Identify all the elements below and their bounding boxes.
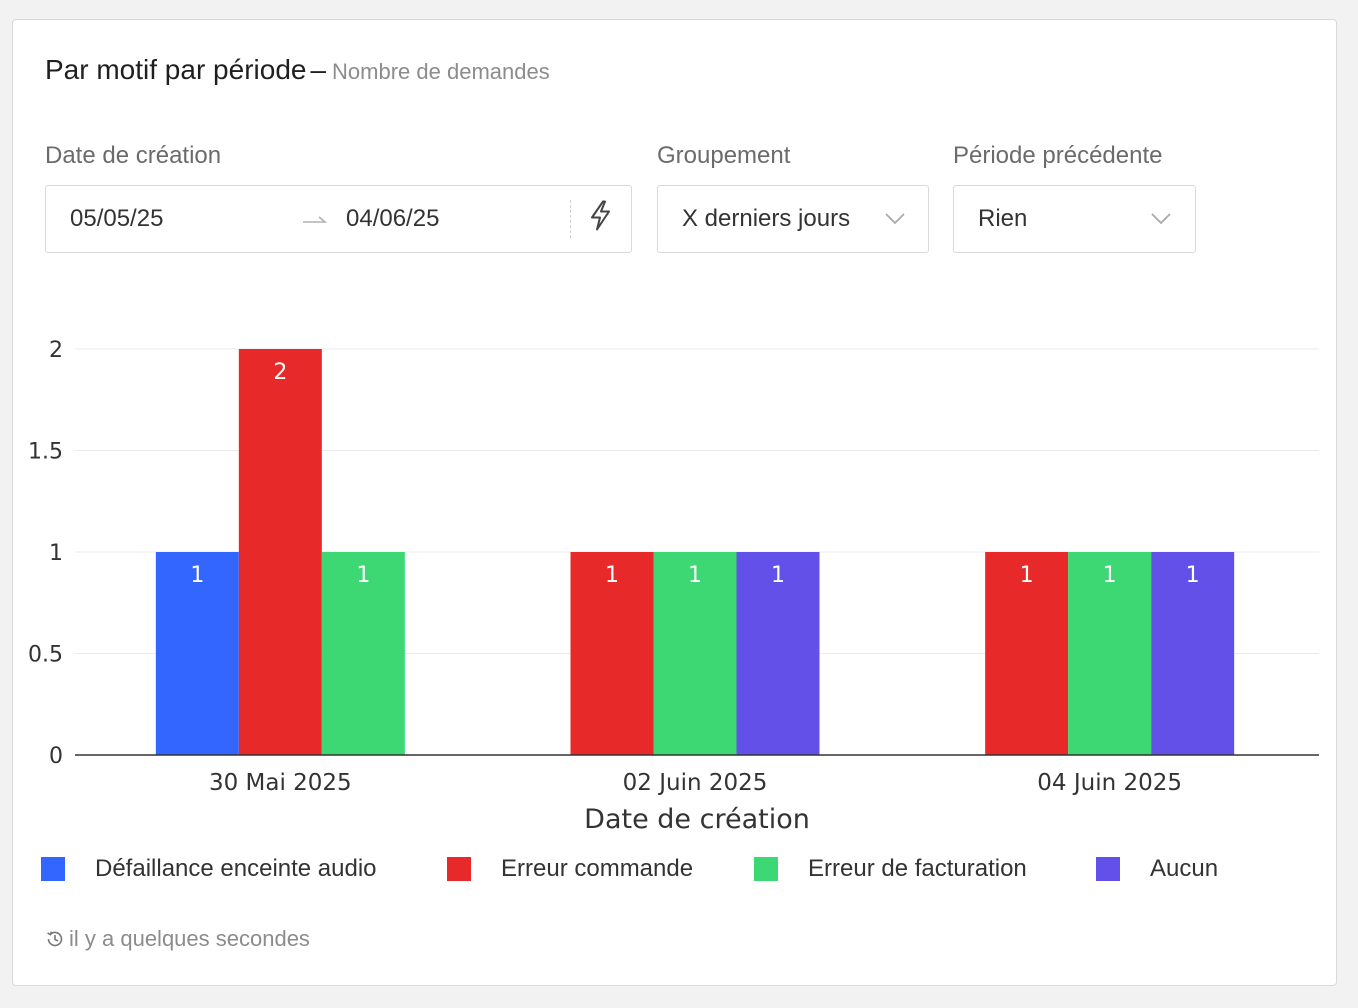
data-label: 1 (190, 563, 204, 588)
history-icon (47, 931, 63, 947)
x-tick-label: 04 Juin 2025 (1037, 770, 1182, 796)
bar (570, 552, 654, 755)
chevron-down-icon (1150, 205, 1172, 233)
date-range-picker[interactable]: 05/05/25 04/06/25 (45, 185, 632, 253)
card-subtitle: Nombre de demandes (332, 59, 550, 84)
y-tick-label: 2 (49, 338, 63, 363)
legend-swatch (41, 857, 65, 881)
previous-period-value: Rien (978, 205, 1028, 232)
legend-label: Erreur de facturation (808, 855, 1027, 882)
data-label: 2 (273, 360, 287, 385)
data-label: 1 (1103, 563, 1117, 588)
bar (155, 552, 239, 755)
y-tick-label: 0 (49, 744, 63, 769)
grouping-label: Groupement (657, 142, 791, 169)
x-axis-title: Date de création (584, 804, 810, 835)
last-updated-text: il y a quelques secondes (69, 926, 310, 951)
data-label: 1 (605, 563, 619, 588)
legend-label: Erreur commande (501, 855, 694, 882)
card-title: Par motif par période (45, 54, 307, 85)
data-label: 1 (1020, 563, 1034, 588)
chart-card: Par motif par période – Nombre de demandes… (12, 19, 1337, 986)
date-divider (570, 200, 571, 238)
card-header: Par motif par période – Nombre de demandes (45, 54, 550, 86)
bar (321, 552, 405, 755)
date-filter-label: Date de création (45, 142, 222, 169)
bar (985, 552, 1069, 755)
y-tick-label: 0.5 (28, 643, 63, 668)
last-updated: il y a quelques secondes (45, 926, 310, 952)
x-tick-label: 02 Juin 2025 (623, 770, 768, 796)
bar (238, 349, 322, 755)
date-start-input[interactable]: 05/05/25 (70, 205, 164, 232)
bar (1068, 552, 1152, 755)
legend-swatch (447, 857, 471, 881)
legend-label: Aucun (1150, 855, 1219, 882)
title-separator: – (310, 54, 327, 85)
previous-period-select[interactable]: Rien (953, 185, 1196, 253)
bar (653, 552, 737, 755)
bar-chart: 0 0.5 1 1.5 2 1 2 1 30 Mai 2025 1 1 1 02 Juin 2025 1 1… (28, 338, 1319, 835)
date-end-input[interactable]: 04/06/25 (346, 205, 440, 232)
data-label: 1 (688, 563, 702, 588)
y-tick-label: 1 (49, 541, 63, 566)
grouping-select[interactable]: X derniers jours (657, 185, 929, 253)
lightning-icon[interactable] (586, 200, 614, 239)
y-tick-label: 1.5 (28, 440, 63, 465)
legend-swatch (1096, 857, 1120, 881)
data-label: 1 (1186, 563, 1200, 588)
x-tick-label: 30 Mai 2025 (209, 770, 352, 796)
previous-period-label: Période précédente (953, 142, 1163, 169)
legend-swatch (754, 857, 778, 881)
data-label: 1 (356, 563, 370, 588)
arrow-right-icon (302, 205, 328, 233)
grouping-value: X derniers jours (682, 205, 851, 232)
chevron-down-icon (884, 205, 906, 233)
data-label: 1 (771, 563, 785, 588)
bar (1151, 552, 1235, 755)
bar (736, 552, 820, 755)
legend-label: Défaillance enceinte audio (95, 855, 377, 882)
